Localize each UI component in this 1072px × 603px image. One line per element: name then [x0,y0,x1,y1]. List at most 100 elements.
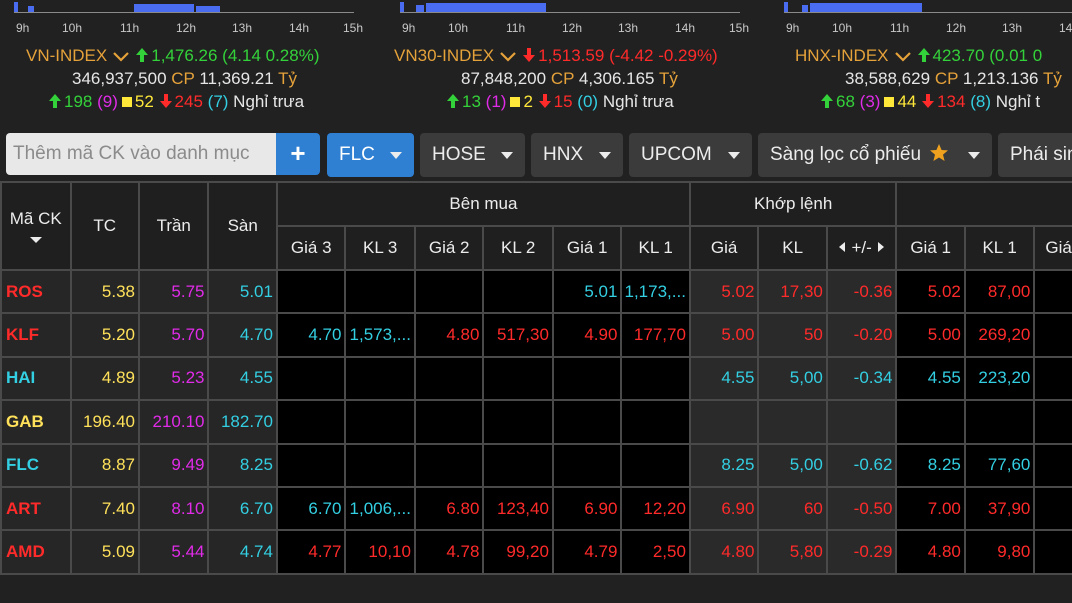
bid-price1-cell [551,355,623,402]
index-value-traded: 4,306.165 [578,69,655,88]
match-price-cell: 5.02 [688,268,760,315]
bid-vol2-cell [482,268,554,315]
bid-vol2-cell [482,442,554,488]
bid-price3-cell [275,399,347,445]
symbol-cell[interactable]: HAI [0,355,72,402]
bid-vol1-cell: 177,70 [620,312,691,358]
dropdown-label: Phái sin [1010,144,1072,165]
sort-down-icon[interactable] [29,237,42,243]
col-bid-price2-header[interactable]: Giá 2 [413,225,485,271]
bid-vol3-cell [344,399,416,445]
triangle-left-icon[interactable] [839,242,846,252]
exchange-upcom-dropdown[interactable]: UPCOM [629,133,752,177]
match-vol-cell: 5,00 [757,442,828,488]
col-ceiling-header[interactable]: Trần [137,181,210,271]
bid-price2-cell [413,399,485,445]
match-price-cell: 8.25 [688,442,760,488]
star-icon [930,144,949,161]
index-panel-vnindex[interactable]: 9h 10h 11h 12h 13h 14h 15h VN-INDEX 1,476… [0,0,370,118]
symbol-cell[interactable]: KLF [0,312,72,358]
symbol-cell[interactable]: GAB [0,399,72,445]
col-ask-price2-header[interactable]: Giá [1033,225,1072,271]
exchange-hose-dropdown[interactable]: HOSE [420,133,525,177]
triangle-right-icon[interactable] [877,242,884,252]
volume-histogram [400,2,546,12]
index-volume: 87,848,200 [461,69,547,88]
table-row[interactable]: KLF 5.20 5.70 4.70 4.70 1,573,... 4.80 517,30 4.… [0,312,1072,358]
time-tick: 15h [729,21,750,35]
header-label: +/- [851,238,872,257]
col-ask-price1-header[interactable]: Giá 1 [895,225,966,271]
ref-price-cell: 7.40 [69,485,140,532]
sell-side-header: B [895,181,1072,227]
up-count: 198 [64,92,93,111]
arrow-up-icon [49,94,61,108]
stock-screener-dropdown[interactable]: Sàng lọc cổ phiếu [758,133,992,177]
dropdown-label: FLC [339,144,375,165]
arrow-up-icon [136,48,149,62]
col-floor-header[interactable]: Sàn [207,181,278,271]
table-row[interactable]: ART 7.40 8.10 6.70 6.70 1,006,... 6.80 123,40 6.… [0,485,1072,532]
unchanged-square-icon [884,97,895,108]
symbol-cell[interactable]: AMD [0,529,72,575]
bid-price3-cell: 4.70 [275,312,347,358]
unit-label: Tỷ [658,69,678,88]
col-bid-vol2-header[interactable]: KL 2 [482,225,554,271]
time-tick: 13h [232,21,253,35]
chevron-down-icon[interactable] [500,51,516,62]
time-tick: 10h [832,21,853,35]
time-tick: 12h [176,21,197,35]
session-status: Nghỉ trưa [233,92,305,111]
header-label: Mã CK [9,209,62,228]
bid-price3-cell: 4.77 [275,529,347,575]
index-summary-bar: 9h 10h 11h 12h 13h 14h 15h VN-INDEX 1,476… [0,0,1072,118]
index-panel-hnx[interactable]: 9h 10h 11h 12h 13h 14h HNX-INDEX 423.70 (… [770,0,1072,118]
col-ref-header[interactable]: TC [69,181,140,271]
index-name: VN-INDEX [26,46,108,65]
bid-price2-cell [413,442,485,488]
col-bid-price3-header[interactable]: Giá 3 [275,225,347,271]
col-ask-vol1-header[interactable]: KL 1 [963,225,1036,271]
symbol-cell[interactable]: ART [0,485,72,532]
bid-vol1-cell: 1,173,... [620,268,691,315]
change-cell: -0.34 [825,355,898,402]
col-bid-price1-header[interactable]: Giá 1 [551,225,623,271]
table-row[interactable]: AMD 5.09 5.44 4.74 4.77 10,10 4.78 99,20 4.79 2,5… [0,529,1072,575]
exchange-hnx-dropdown[interactable]: HNX [531,133,623,177]
col-change-header[interactable]: +/- [825,225,898,271]
col-match-price-header[interactable]: Giá [688,225,760,271]
index-panel-vn30[interactable]: 9h 10h 11h 12h 13h 14h 15h VN30-INDEX 1,5… [386,0,756,118]
watchlist-dropdown[interactable]: FLC [327,133,414,177]
add-to-watchlist-button[interactable]: + [276,133,320,175]
dropdown-label: UPCOM [641,144,712,165]
chevron-down-icon[interactable] [894,51,911,62]
table-row[interactable]: ROS 5.38 5.75 5.01 5.01 1,173,... 5.02 17,30 -0.… [0,268,1072,315]
ceiling-count: (1) [485,92,507,111]
watchlist-search-input[interactable] [6,133,276,175]
bid-price2-cell: 6.80 [413,485,485,532]
down-count: 245 [174,92,203,111]
change-cell: -0.36 [825,268,898,315]
match-header: Khớp lệnh [688,181,898,227]
ask-price1-cell: 5.00 [895,312,966,358]
col-symbol-header[interactable]: Mã CK [0,181,72,271]
derivatives-dropdown[interactable]: Phái sin [998,133,1072,177]
bid-price1-cell [551,442,623,488]
col-bid-vol3-header[interactable]: KL 3 [344,225,416,271]
bid-price1-cell: 4.79 [551,529,623,575]
col-bid-vol1-header[interactable]: KL 1 [620,225,691,271]
chevron-down-icon[interactable] [113,51,130,62]
ask-price1-cell: 5.02 [895,268,966,315]
symbol-cell[interactable]: ROS [0,268,72,315]
col-match-vol-header[interactable]: KL [757,225,828,271]
ask-vol1-cell: 87,00 [963,268,1036,315]
floor-count: (7) [207,92,229,111]
table-row[interactable]: GAB 196.40 210.10 182.70 [0,399,1072,445]
floor-price-cell: 5.01 [207,268,278,315]
ask-price2-cell: 7. [1033,485,1072,532]
symbol-cell[interactable]: FLC [0,442,72,488]
ask-price2-cell [1033,399,1072,445]
bid-vol3-cell: 10,10 [344,529,416,575]
